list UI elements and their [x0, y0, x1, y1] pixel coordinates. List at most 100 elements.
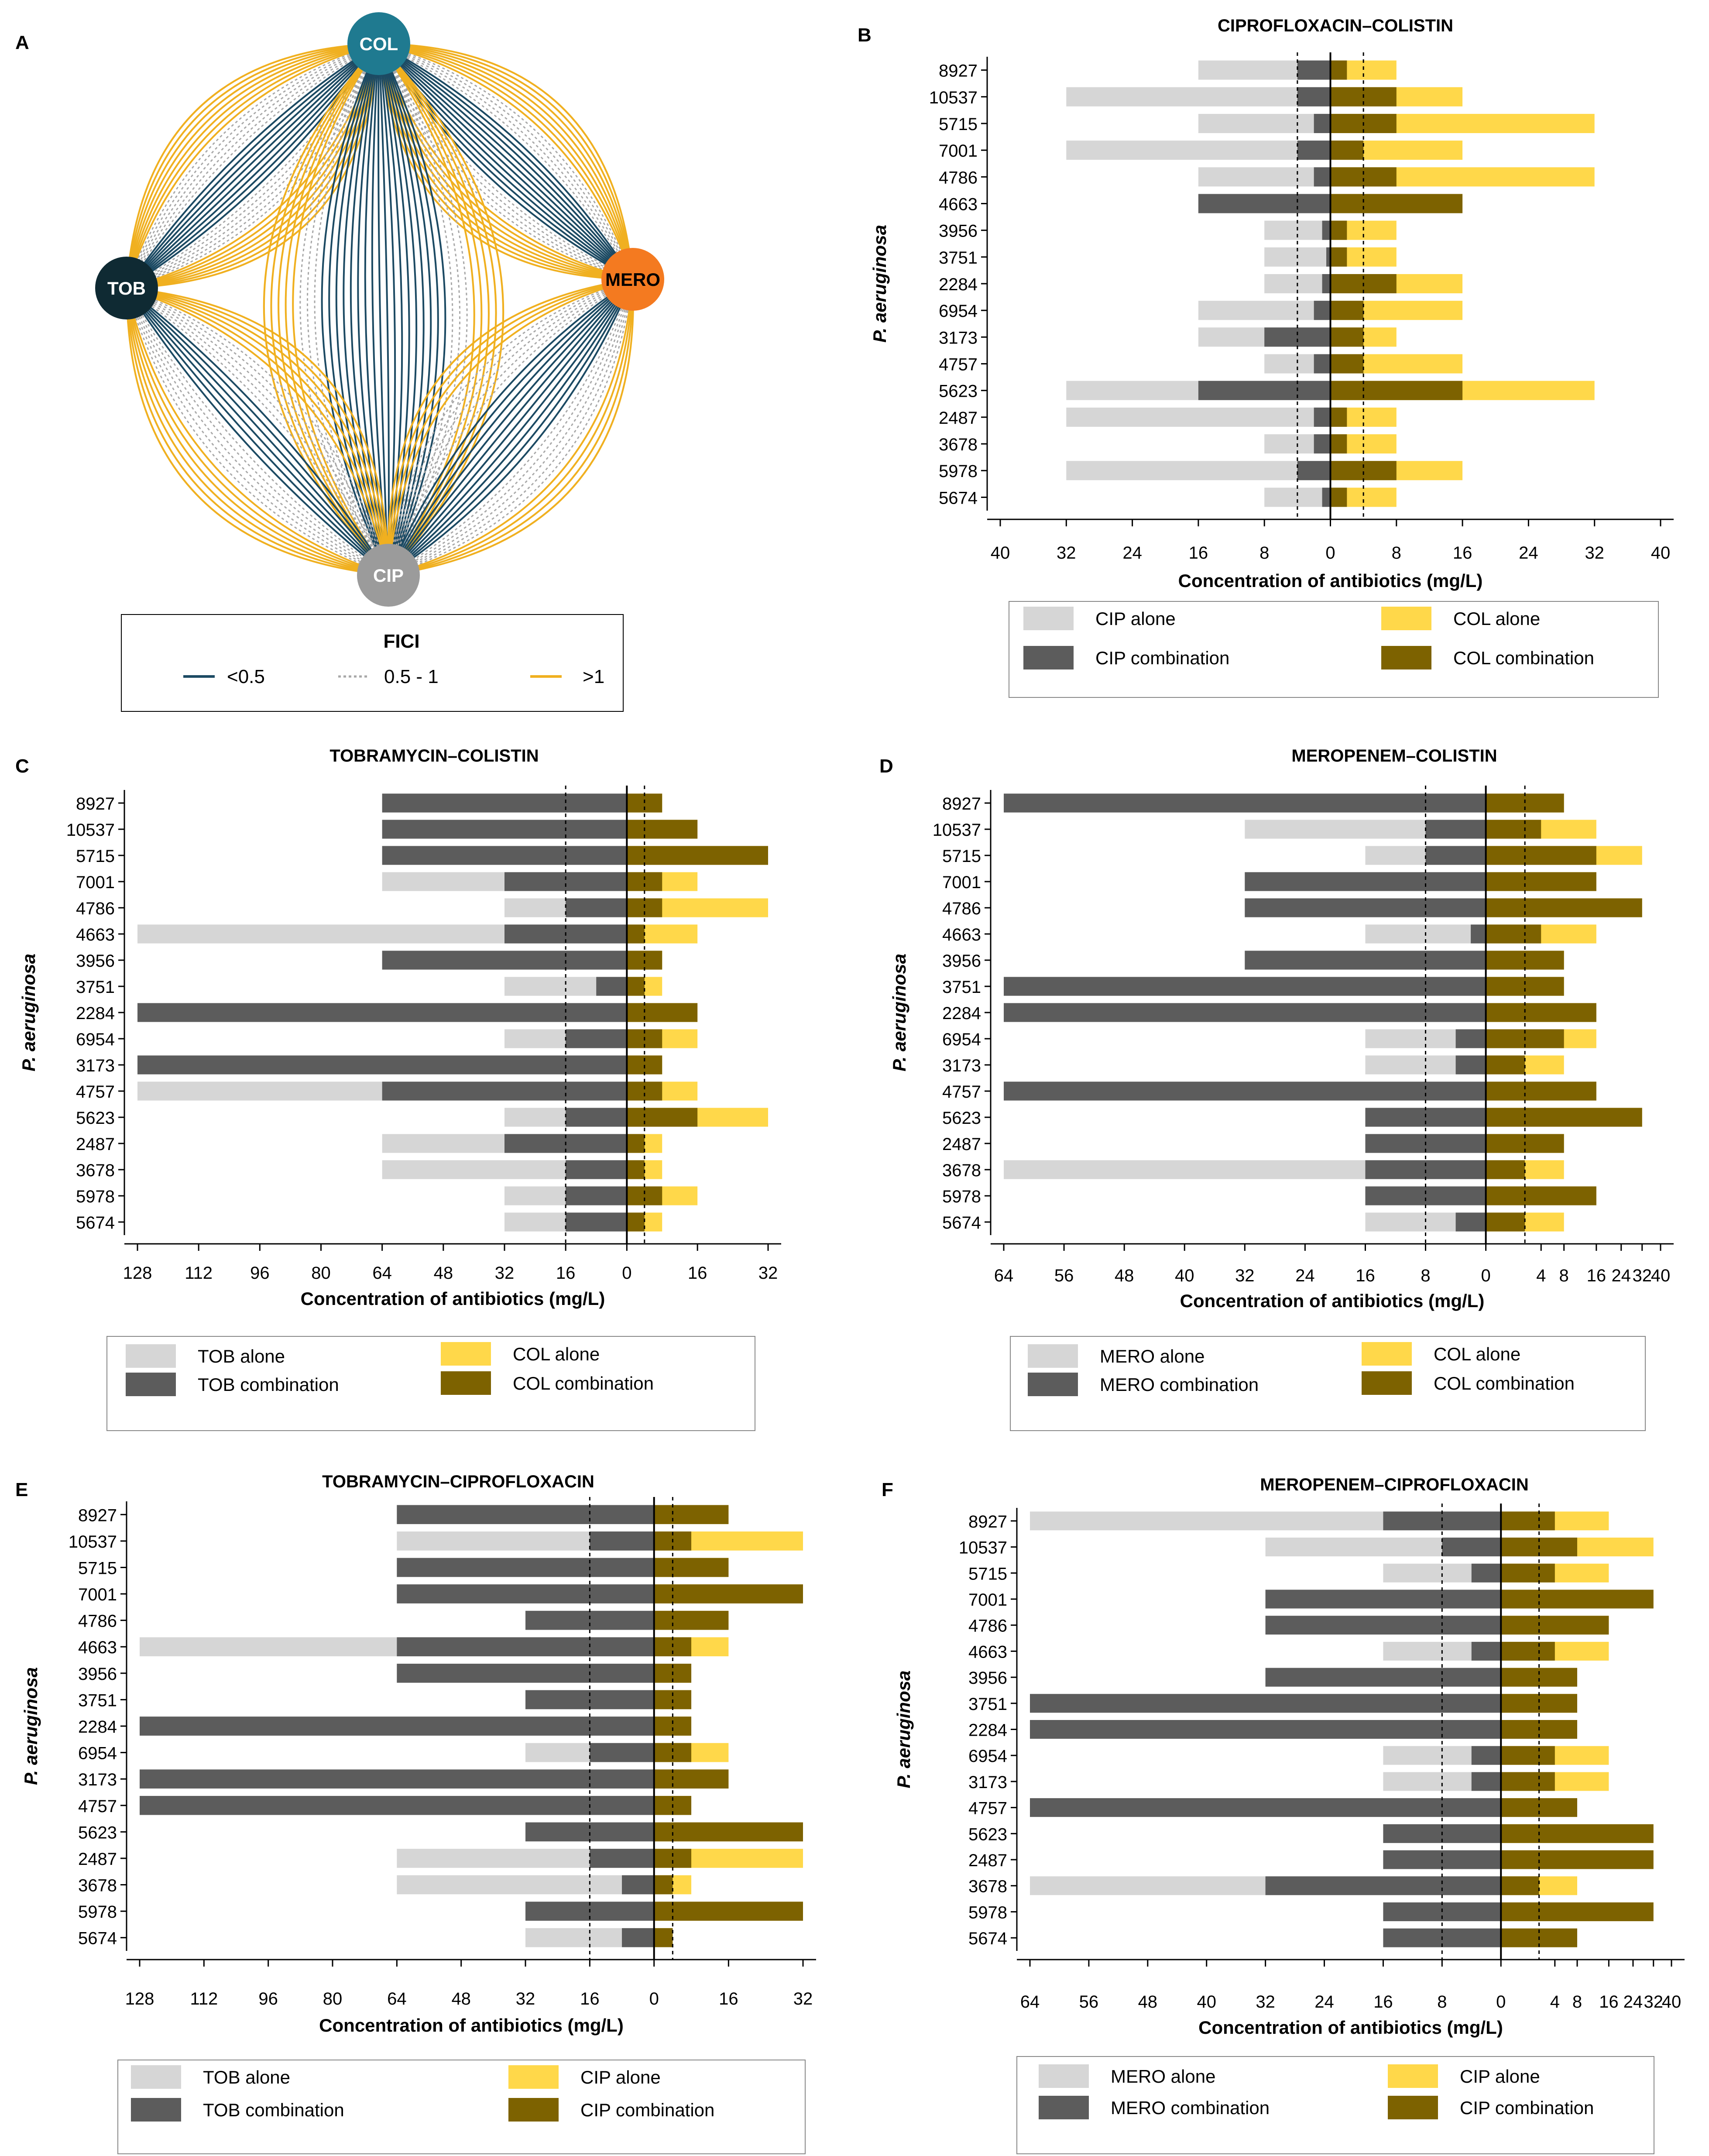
strain-label: 4757: [942, 1082, 981, 1102]
y-axis-label: P. aeruginosa: [869, 225, 890, 343]
strain-label: 2284: [968, 1721, 1007, 1740]
node-label-mero: MERO: [605, 269, 660, 290]
bar-right-combination: [627, 1212, 645, 1232]
network-edges: [126, 43, 634, 576]
network-edge-tob-cip: [126, 288, 389, 576]
bar-left-combination: [504, 872, 627, 891]
bar-right-combination: [1486, 820, 1541, 839]
legend-swatch: [508, 2098, 559, 2122]
chart-title: TOBRAMYCIN–COLISTIN: [329, 746, 539, 766]
network-edge-tob-cip: [126, 287, 389, 576]
strain-label: 7001: [968, 1590, 1007, 1610]
network-edge-mero-cip: [388, 279, 634, 576]
strain-label: 10537: [959, 1538, 1007, 1558]
bar-left-combination: [1265, 1876, 1501, 1895]
strain-label: 2487: [76, 1135, 115, 1154]
legend-swatch: [126, 1344, 176, 1368]
bar-right-combination: [1501, 1824, 1654, 1843]
network-edge-col-mero: [378, 43, 634, 280]
bar-right-combination: [1486, 1081, 1596, 1101]
network-edge-col-cip: [306, 43, 389, 576]
bar-left-combination: [1297, 461, 1331, 481]
strain-label: 4786: [78, 1612, 117, 1631]
legend-item-label: MERO combination: [1111, 2098, 1270, 2118]
legend-swatch: [1028, 1344, 1078, 1368]
x-axis-label: Concentration of antibiotics (mg/L): [301, 1288, 605, 1309]
bar-left-combination: [590, 1849, 654, 1868]
network-edge-col-cip: [378, 43, 425, 576]
x-tick-label: 32: [1235, 1266, 1255, 1285]
network-edge-mero-cip: [388, 279, 634, 576]
bar-left-combination: [566, 898, 627, 917]
network-edge-col-tob: [126, 43, 379, 288]
network-edge-tob-cip: [126, 287, 389, 576]
network-edge-col-mero: [378, 43, 634, 280]
bar-right-combination: [1330, 247, 1347, 267]
network-edge-col-tob: [126, 43, 380, 289]
bar-left-combination: [1004, 977, 1486, 996]
x-tick-label: 112: [190, 1989, 218, 2008]
network-edge-col-tob: [126, 43, 380, 289]
x-tick-label: 24: [1122, 543, 1142, 563]
bar-right-combination: [1486, 924, 1541, 944]
y-axis-label: P. aeruginosa: [889, 954, 909, 1071]
bar-right-combination: [627, 924, 645, 944]
legend-box: [1009, 601, 1659, 698]
network-edge-col-tob: [126, 43, 380, 289]
bar-right-combination: [654, 1558, 729, 1577]
x-tick-label: 40: [1651, 1266, 1671, 1285]
network-edge-col-tob: [126, 43, 380, 289]
bar-left-alone: [1066, 141, 1331, 160]
bar-right-combination: [1501, 1694, 1577, 1713]
legend-swatch: [441, 1342, 491, 1366]
x-tick-label: 16: [1587, 1266, 1606, 1285]
legend-swatch: [1039, 2096, 1089, 2119]
x-tick-label: 16: [580, 1989, 600, 2008]
bar-left-combination: [596, 977, 627, 996]
legend-swatch: [1362, 1342, 1412, 1366]
strain-label: 10537: [69, 1532, 117, 1552]
network-edge-col-tob: [126, 43, 379, 288]
bar-right-combination: [1330, 461, 1397, 481]
node-label-col: COL: [360, 34, 398, 54]
legend-item-label: COL alone: [1434, 1344, 1520, 1364]
bar-right-combination: [1330, 488, 1347, 507]
bar-left-combination: [1314, 167, 1331, 187]
bar-left-alone: [1066, 407, 1331, 427]
x-tick-label: 48: [434, 1263, 453, 1283]
bar-right-combination: [1486, 1186, 1596, 1205]
x-tick-label: 80: [311, 1263, 331, 1283]
y-axis-label: P. aeruginosa: [21, 1667, 41, 1785]
network-edge-col-mero: [378, 43, 634, 280]
network-edge-tob-cip: [126, 287, 389, 576]
network-edge-tob-cip: [126, 287, 389, 576]
legend-item-label: CIP alone: [580, 2067, 661, 2087]
node-mero: [601, 248, 664, 311]
network-edge-tob-cip: [126, 287, 389, 576]
legend-item-label: COL alone: [513, 1344, 600, 1364]
strain-label: 5674: [942, 1213, 981, 1232]
strain-label: 2487: [968, 1851, 1007, 1870]
node-tob: [95, 257, 158, 319]
bar-right-combination: [654, 1505, 729, 1524]
bar-right-combination: [1486, 1055, 1525, 1075]
chart-title: MEROPENEM–CIPROFLOXACIN: [1260, 1475, 1529, 1494]
legend-item-label: CIP combination: [580, 2100, 714, 2120]
bar-right-combination: [654, 1584, 803, 1603]
strain-label: 7001: [942, 873, 981, 892]
bar-right-combination: [1330, 194, 1463, 213]
network-edge-col-cip: [378, 43, 504, 576]
bar-left-combination: [1004, 1081, 1486, 1101]
strain-label: 6954: [968, 1747, 1007, 1766]
bar-right-combination: [1486, 872, 1596, 891]
bar-left-combination: [1297, 60, 1331, 80]
strain-label: 4757: [78, 1797, 117, 1816]
bar-left-combination: [622, 1875, 654, 1895]
strain-label: 5623: [968, 1825, 1007, 1844]
strain-label: 3956: [939, 222, 978, 241]
bar-panels: B CIPROFLOXACIN–COLISTIN 8927 10537 5715 7001…: [15, 16, 1685, 2154]
legend-swatch: [441, 1371, 491, 1395]
x-tick-label: 32: [793, 1989, 813, 2008]
bar-left-combination: [1471, 1746, 1501, 1765]
bar-left-alone: [1198, 113, 1331, 133]
